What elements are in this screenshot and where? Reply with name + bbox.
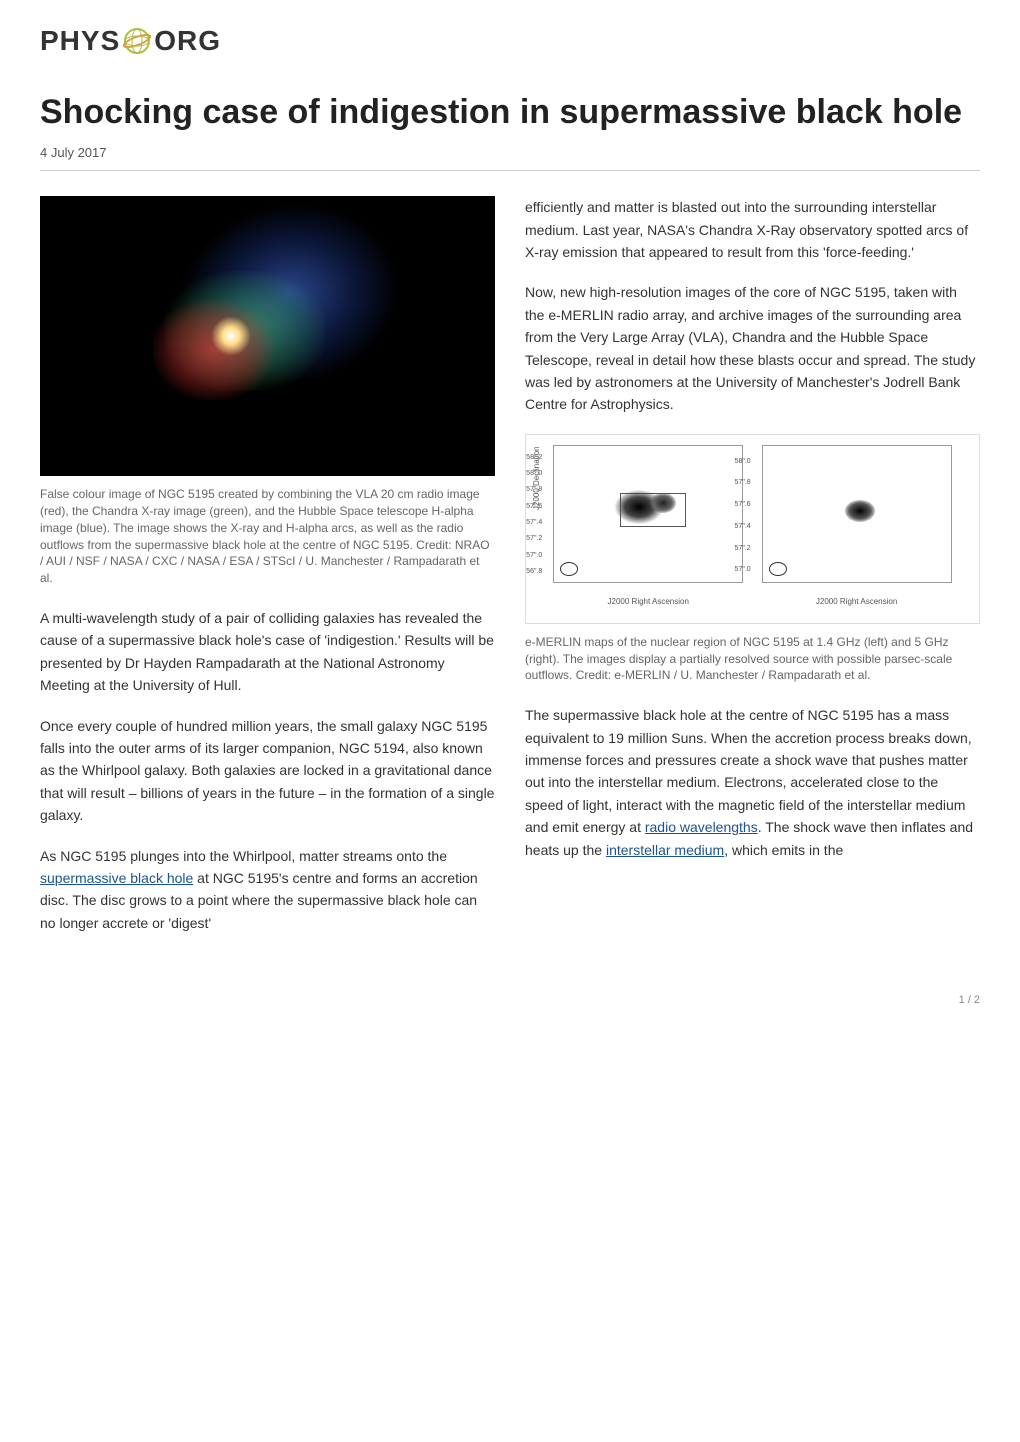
figure-2: J2000 Declination 58".2 58".0 57".8 57".… — [525, 434, 980, 684]
fig2-xlabel-right: J2000 Right Ascension — [816, 596, 897, 608]
figure-2-caption: e-MERLIN maps of the nuclear region of N… — [525, 634, 980, 684]
fig2-l-source-secondary — [650, 493, 676, 513]
fig2-xlabel-left: J2000 Right Ascension — [608, 596, 689, 608]
paragraph-4: efficiently and matter is blasted out in… — [525, 196, 980, 263]
fig2-l-ytick-1: 58".0 — [526, 469, 542, 480]
fig2-r-beam — [769, 562, 787, 576]
fig2-r-ytick-4: 57".2 — [735, 544, 751, 555]
fig2-r-ytick-2: 57".6 — [735, 500, 751, 511]
p6-text-a: The supermassive black hole at the centr… — [525, 707, 972, 835]
site-logo: PHYS ORG — [40, 20, 980, 62]
figure-1-caption: False colour image of NGC 5195 created b… — [40, 486, 495, 587]
fig2-l-ytick-7: 56".8 — [526, 567, 542, 578]
figure-1: False colour image of NGC 5195 created b… — [40, 196, 495, 587]
link-interstellar-medium[interactable]: interstellar medium — [606, 842, 724, 858]
fig2-r-ytick-1: 57".8 — [735, 478, 751, 489]
figure-2-image: J2000 Declination 58".2 58".0 57".8 57".… — [525, 434, 980, 624]
fig2-l-ytick-5: 57".2 — [526, 534, 542, 545]
globe-icon — [122, 26, 152, 56]
fig2-l-ytick-6: 57".0 — [526, 551, 542, 562]
figure-1-image — [40, 196, 495, 476]
fig2-r-source — [845, 500, 875, 522]
logo-phys: PHYS — [40, 20, 120, 62]
fig2-r-ytick-3: 57".4 — [735, 522, 751, 533]
p3-text-a: As NGC 5195 plunges into the Whirlpool, … — [40, 848, 447, 864]
fig2-r-ytick-5: 57".0 — [735, 565, 751, 576]
paragraph-6: The supermassive black hole at the centr… — [525, 704, 980, 861]
column-right: efficiently and matter is blasted out in… — [525, 196, 980, 952]
fig2-l-ytick-3: 57".6 — [526, 502, 542, 513]
paragraph-1: A multi-wavelength study of a pair of co… — [40, 607, 495, 697]
galaxy-core — [211, 316, 251, 356]
fig2-l-ytick-4: 57".4 — [526, 518, 542, 529]
article-body-columns: False colour image of NGC 5195 created b… — [40, 196, 980, 952]
fig2-r-ytick-0: 58".0 — [735, 457, 751, 468]
fig2-l-beam — [560, 562, 578, 576]
page-number: 1 / 2 — [40, 992, 980, 1009]
p6-text-c: , which emits in the — [724, 842, 843, 858]
column-left: False colour image of NGC 5195 created b… — [40, 196, 495, 952]
logo-org: ORG — [154, 20, 221, 62]
article-title: Shocking case of indigestion in supermas… — [40, 92, 980, 133]
fig2-panel-left: 58".2 58".0 57".8 57".6 57".4 57".2 57".… — [553, 445, 743, 583]
paragraph-2: Once every couple of hundred million yea… — [40, 715, 495, 827]
link-radio-wavelengths[interactable]: radio wavelengths — [645, 819, 758, 835]
fig2-panel-right: 58".0 57".8 57".6 57".4 57".2 57".0 — [762, 445, 952, 583]
link-supermassive-black-hole[interactable]: supermassive black hole — [40, 870, 193, 886]
fig2-l-ytick-0: 58".2 — [526, 453, 542, 464]
paragraph-5: Now, new high-resolution images of the c… — [525, 281, 980, 415]
article-date: 4 July 2017 — [40, 143, 980, 172]
fig2-l-ytick-2: 57".8 — [526, 485, 542, 496]
paragraph-3: As NGC 5195 plunges into the Whirlpool, … — [40, 845, 495, 935]
